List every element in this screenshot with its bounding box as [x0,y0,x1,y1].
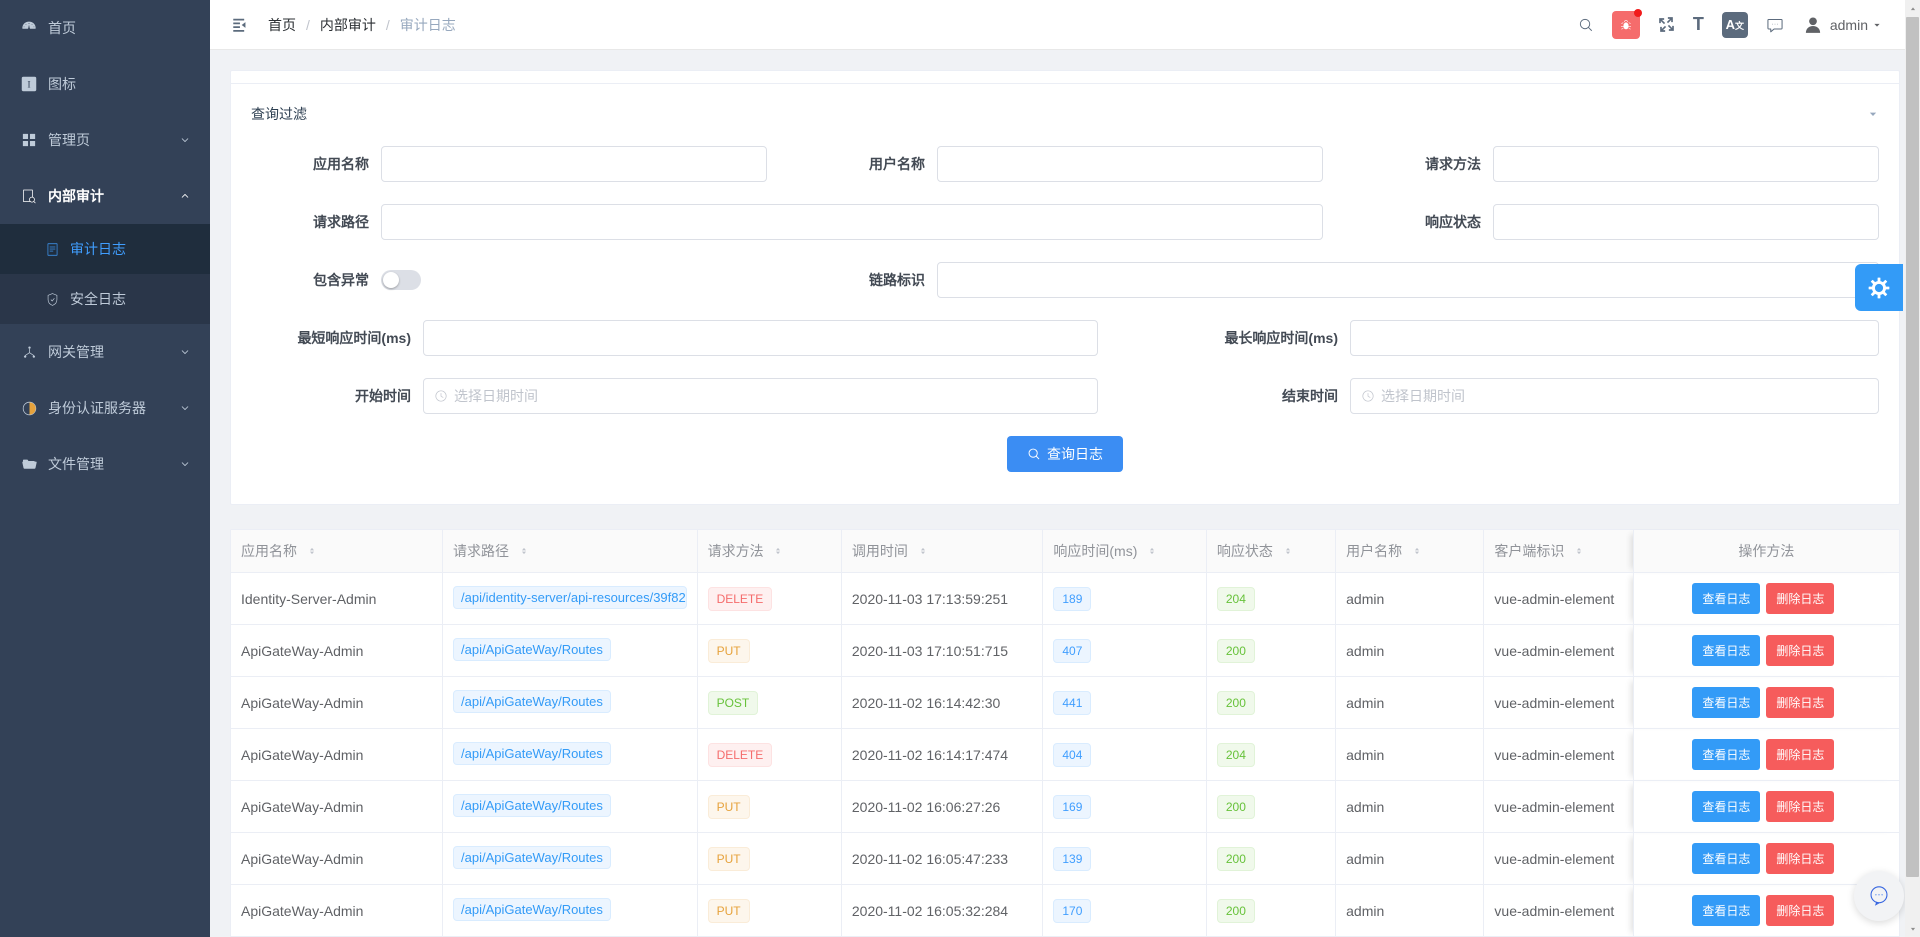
svg-text:I: I [27,79,30,90]
